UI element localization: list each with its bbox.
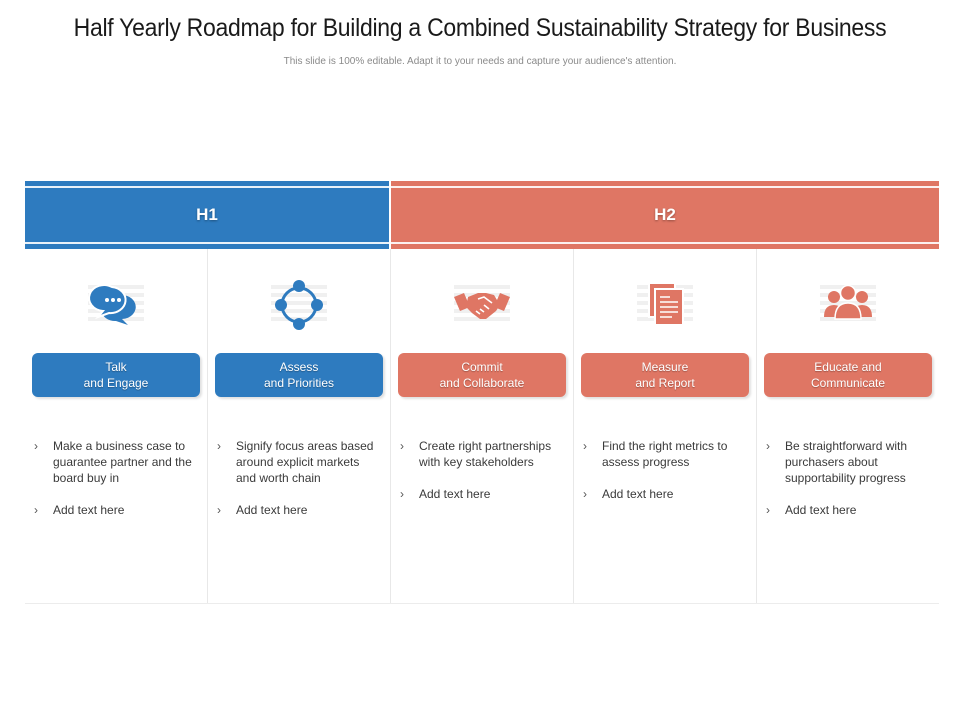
chevron-right-icon: › bbox=[583, 439, 587, 453]
chevron-right-icon: › bbox=[766, 439, 770, 453]
phase-label-line1: Educate and bbox=[814, 360, 882, 374]
group-people-icon bbox=[816, 277, 880, 333]
bullet-item: › Make a business case to guarantee partn… bbox=[34, 439, 192, 485]
period-label-h1: H1 bbox=[196, 205, 218, 224]
period-band-h1: H1 bbox=[25, 181, 389, 249]
period-label-h2: H2 bbox=[654, 205, 676, 224]
bullet-item: › Add text here bbox=[217, 503, 308, 517]
roadmap-grid: Talk and Engage › Make a business case to… bbox=[25, 249, 939, 603]
bullet-item: › Signify focus areas based around explic… bbox=[217, 439, 374, 485]
chevron-right-icon: › bbox=[34, 503, 38, 517]
period-band-h2: H2 bbox=[391, 181, 939, 249]
bullet-list: › Make a business case to guarantee partn… bbox=[34, 438, 197, 534]
chevron-right-icon: › bbox=[217, 439, 221, 453]
bullet-item: › Be straightforward with purchasers abou… bbox=[766, 439, 908, 485]
bullet-item: › Add text here bbox=[34, 503, 125, 517]
chevron-right-icon: › bbox=[400, 487, 404, 501]
network-nodes-icon bbox=[267, 277, 331, 333]
chevron-right-icon: › bbox=[217, 503, 221, 517]
phase-label-line2: and Collaborate bbox=[439, 376, 525, 390]
phase-label-line2: Communicate bbox=[810, 376, 886, 390]
documents-icon bbox=[633, 277, 697, 333]
chat-bubbles-icon bbox=[84, 277, 148, 333]
chevron-right-icon: › bbox=[400, 439, 404, 453]
roadmap-column-assess: Assess and Priorities › Signify focus are… bbox=[208, 249, 391, 603]
bullet-list: › Find the right metrics to assess progre… bbox=[583, 438, 746, 518]
bullet-item: › Find the right metrics to assess progre… bbox=[583, 439, 728, 469]
chevron-right-icon: › bbox=[34, 439, 38, 453]
bullet-item: › Create right partnerships with key stak… bbox=[400, 439, 552, 469]
roadmap-column-talk: Talk and Engage › Make a business case to… bbox=[25, 249, 208, 603]
bullet-list: › Signify focus areas based around explic… bbox=[217, 438, 380, 534]
grid-bottom-divider bbox=[25, 603, 939, 604]
bullet-item: › Add text here bbox=[766, 503, 857, 517]
page-title: Half Yearly Roadmap for Building a Combi… bbox=[73, 14, 887, 42]
chevron-right-icon: › bbox=[583, 487, 587, 501]
bullet-list: › Create right partnerships with key stak… bbox=[400, 438, 563, 518]
phase-label-talk: Talk and Engage bbox=[32, 353, 200, 397]
phase-label-assess: Assess and Priorities bbox=[215, 353, 383, 397]
phase-label-line2: and Engage bbox=[83, 376, 149, 390]
handshake-icon bbox=[450, 277, 514, 333]
phase-label-line1: Talk bbox=[105, 360, 127, 374]
phase-label-educate: Educate and Communicate bbox=[764, 353, 932, 397]
phase-label-line2: and Report bbox=[635, 376, 695, 390]
bullet-item: › Add text here bbox=[583, 487, 674, 501]
phase-label-line1: Measure bbox=[641, 360, 689, 374]
phase-label-measure: Measure and Report bbox=[581, 353, 749, 397]
page-subtitle: This slide is 100% editable. Adapt it to… bbox=[283, 56, 677, 67]
bullet-item: › Add text here bbox=[400, 487, 491, 501]
phase-label-line1: Commit bbox=[461, 360, 503, 374]
phase-label-line1: Assess bbox=[279, 360, 319, 374]
roadmap-column-commit: Commit and Collaborate › Create right par… bbox=[391, 249, 574, 603]
phase-label-commit: Commit and Collaborate bbox=[398, 353, 566, 397]
chevron-right-icon: › bbox=[766, 503, 770, 517]
bullet-list: › Be straightforward with purchasers abou… bbox=[766, 438, 929, 534]
roadmap-column-measure: Measure and Report › Find the right metri… bbox=[574, 249, 757, 603]
phase-label-line2: and Priorities bbox=[263, 376, 335, 390]
roadmap-column-educate: Educate and Communicate › Be straightforw… bbox=[757, 249, 939, 603]
